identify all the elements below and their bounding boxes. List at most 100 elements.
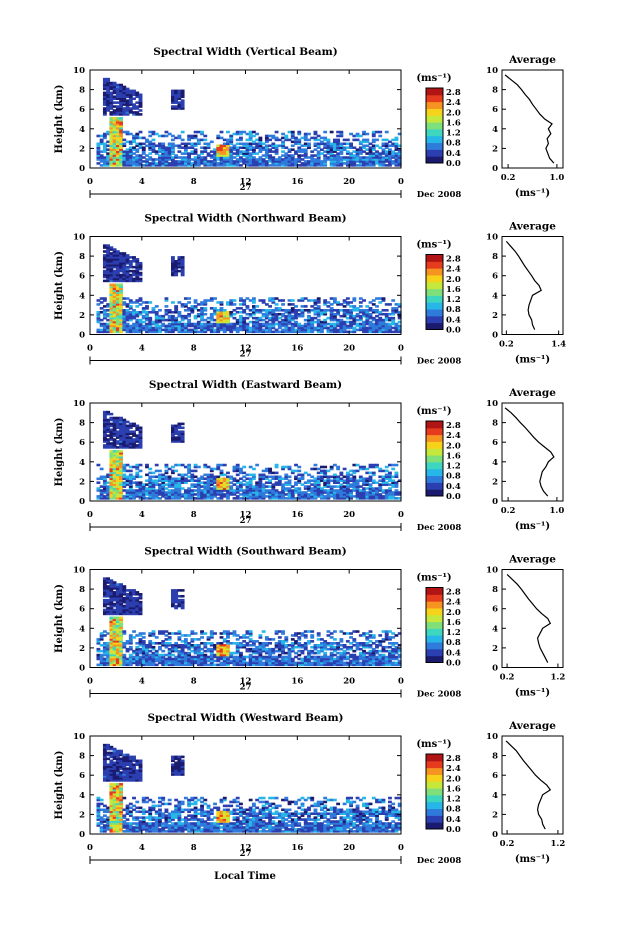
heatmap-cell bbox=[233, 303, 237, 306]
heatmap-cell bbox=[187, 297, 191, 300]
colorbar-swatch bbox=[426, 115, 443, 122]
profile-y-tick-label: 8 bbox=[492, 86, 498, 96]
y-tick-label: 4 bbox=[79, 125, 85, 135]
heatmap-cell bbox=[142, 640, 146, 643]
colorbar-tick-label: 2.8 bbox=[446, 255, 461, 265]
heatmap-cell bbox=[281, 303, 285, 306]
heatmap-cell bbox=[262, 299, 266, 302]
y-tick-label: 10 bbox=[73, 66, 85, 76]
heatmap-cell bbox=[255, 305, 259, 308]
date-label: Dec 2008 bbox=[417, 357, 462, 367]
colorbar-swatch bbox=[426, 282, 443, 289]
heatmap-cell bbox=[139, 272, 143, 275]
profile-y-tick-label: 8 bbox=[492, 252, 498, 262]
y-axis-label: Height (km) bbox=[54, 418, 65, 487]
heatmap-cell bbox=[391, 317, 395, 320]
heatmap-cell bbox=[275, 472, 279, 475]
heatmap-cell bbox=[382, 297, 386, 300]
y-tick-label: 2 bbox=[79, 477, 85, 487]
heatmap-cell bbox=[181, 595, 185, 598]
colorbar-tick-label: 2.0 bbox=[446, 275, 461, 285]
x-tick-label: 20 bbox=[343, 510, 355, 520]
colorbar-tick-label: 2.4 bbox=[446, 431, 461, 441]
heatmap-cell bbox=[171, 256, 175, 259]
y-tick-label: 2 bbox=[79, 144, 85, 154]
heatmap-cell bbox=[362, 299, 366, 302]
y-tick-label: 6 bbox=[79, 272, 85, 282]
colorbar-tick-label: 2.8 bbox=[446, 88, 461, 98]
heatmap-cell bbox=[226, 131, 230, 134]
profile-x-tick-label: 0.2 bbox=[501, 506, 516, 516]
heatmap-cell bbox=[395, 472, 399, 475]
profile-x-tick-label: 1.0 bbox=[550, 506, 565, 516]
heatmap-cell bbox=[139, 94, 143, 97]
heatmap-cell bbox=[268, 305, 272, 308]
heatmap-cell bbox=[165, 464, 169, 467]
panel-4: Spectral Width (Southward Beam)0246810He… bbox=[54, 546, 565, 700]
panel-title: Spectral Width (Southward Beam) bbox=[144, 546, 346, 558]
heatmap-cell bbox=[326, 139, 330, 142]
heatmap-cell bbox=[152, 139, 156, 142]
heatmap-cell bbox=[174, 305, 178, 308]
heatmap-cell bbox=[395, 464, 399, 467]
heatmap-cell bbox=[139, 131, 143, 134]
heatmap-cell bbox=[165, 297, 169, 300]
heatmap-cell bbox=[255, 133, 259, 136]
colorbar-swatch bbox=[426, 122, 443, 129]
profile-frame bbox=[502, 70, 563, 168]
heatmap-cell bbox=[139, 109, 143, 112]
colorbar-swatch bbox=[426, 455, 443, 462]
colorbar-swatch bbox=[426, 88, 443, 95]
heatmap-cell bbox=[142, 632, 146, 635]
day-label: 27 bbox=[240, 183, 252, 193]
x-tick-label: 0 bbox=[87, 177, 93, 187]
heatmap-cell bbox=[220, 470, 224, 473]
profile-x-label: (ms⁻¹) bbox=[515, 355, 550, 366]
heatmap-cell bbox=[330, 131, 334, 134]
x-tick-label: 8 bbox=[191, 510, 197, 520]
heatmap-cell bbox=[375, 464, 379, 467]
heatmap-cell bbox=[359, 305, 363, 308]
heatmap-cell bbox=[239, 652, 243, 655]
heatmap-cell bbox=[213, 297, 217, 300]
heatmap-cell bbox=[203, 313, 207, 316]
heatmap-cell bbox=[165, 305, 169, 308]
profile-y-tick-label: 0 bbox=[492, 331, 498, 341]
y-tick-label: 10 bbox=[73, 233, 85, 243]
colorbar-tick-label: 1.6 bbox=[446, 118, 461, 128]
colorbar-swatch bbox=[426, 143, 443, 150]
heatmap-cell bbox=[378, 131, 382, 134]
heatmap-cell bbox=[187, 301, 191, 304]
heatmap-cell bbox=[336, 466, 340, 469]
profile-line bbox=[505, 75, 554, 163]
heatmap-cell bbox=[103, 297, 107, 300]
date-label: Dec 2008 bbox=[417, 190, 462, 200]
heatmap-cell bbox=[372, 472, 376, 475]
heatmap-cell bbox=[184, 638, 188, 641]
colorbar-swatch bbox=[426, 102, 443, 109]
heatmap-cell bbox=[155, 636, 159, 639]
profile-y-tick-label: 10 bbox=[486, 399, 498, 409]
heatmap-cell bbox=[106, 78, 110, 81]
colorbar-swatch bbox=[426, 489, 443, 496]
heatmap-cell bbox=[200, 636, 204, 639]
heatmap-cell bbox=[346, 139, 350, 142]
heatmap-cell bbox=[194, 148, 198, 151]
colorbar-swatch bbox=[426, 275, 443, 282]
heatmap-cell bbox=[142, 636, 146, 639]
profile-x-tick-label: 0.2 bbox=[501, 173, 516, 183]
colorbar-swatch bbox=[426, 462, 443, 469]
heatmap-cell bbox=[220, 131, 224, 134]
colorbar-swatch bbox=[426, 149, 443, 156]
heatmap-cell bbox=[171, 301, 175, 304]
heatmap-cell bbox=[288, 479, 292, 482]
profile-y-tick-label: 0 bbox=[492, 164, 498, 174]
heatmap-cell bbox=[294, 305, 298, 308]
heatmap-cell bbox=[297, 470, 301, 473]
heatmap-cell bbox=[139, 278, 143, 281]
colorbar-tick-label: 0.4 bbox=[446, 149, 461, 159]
heatmap-cell bbox=[194, 135, 198, 138]
y-axis-label: Height (km) bbox=[54, 85, 65, 154]
profile-y-tick-label: 6 bbox=[492, 272, 498, 282]
heatmap-cell bbox=[307, 143, 311, 146]
